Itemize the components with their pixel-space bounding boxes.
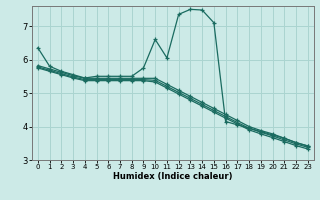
X-axis label: Humidex (Indice chaleur): Humidex (Indice chaleur) bbox=[113, 172, 233, 181]
